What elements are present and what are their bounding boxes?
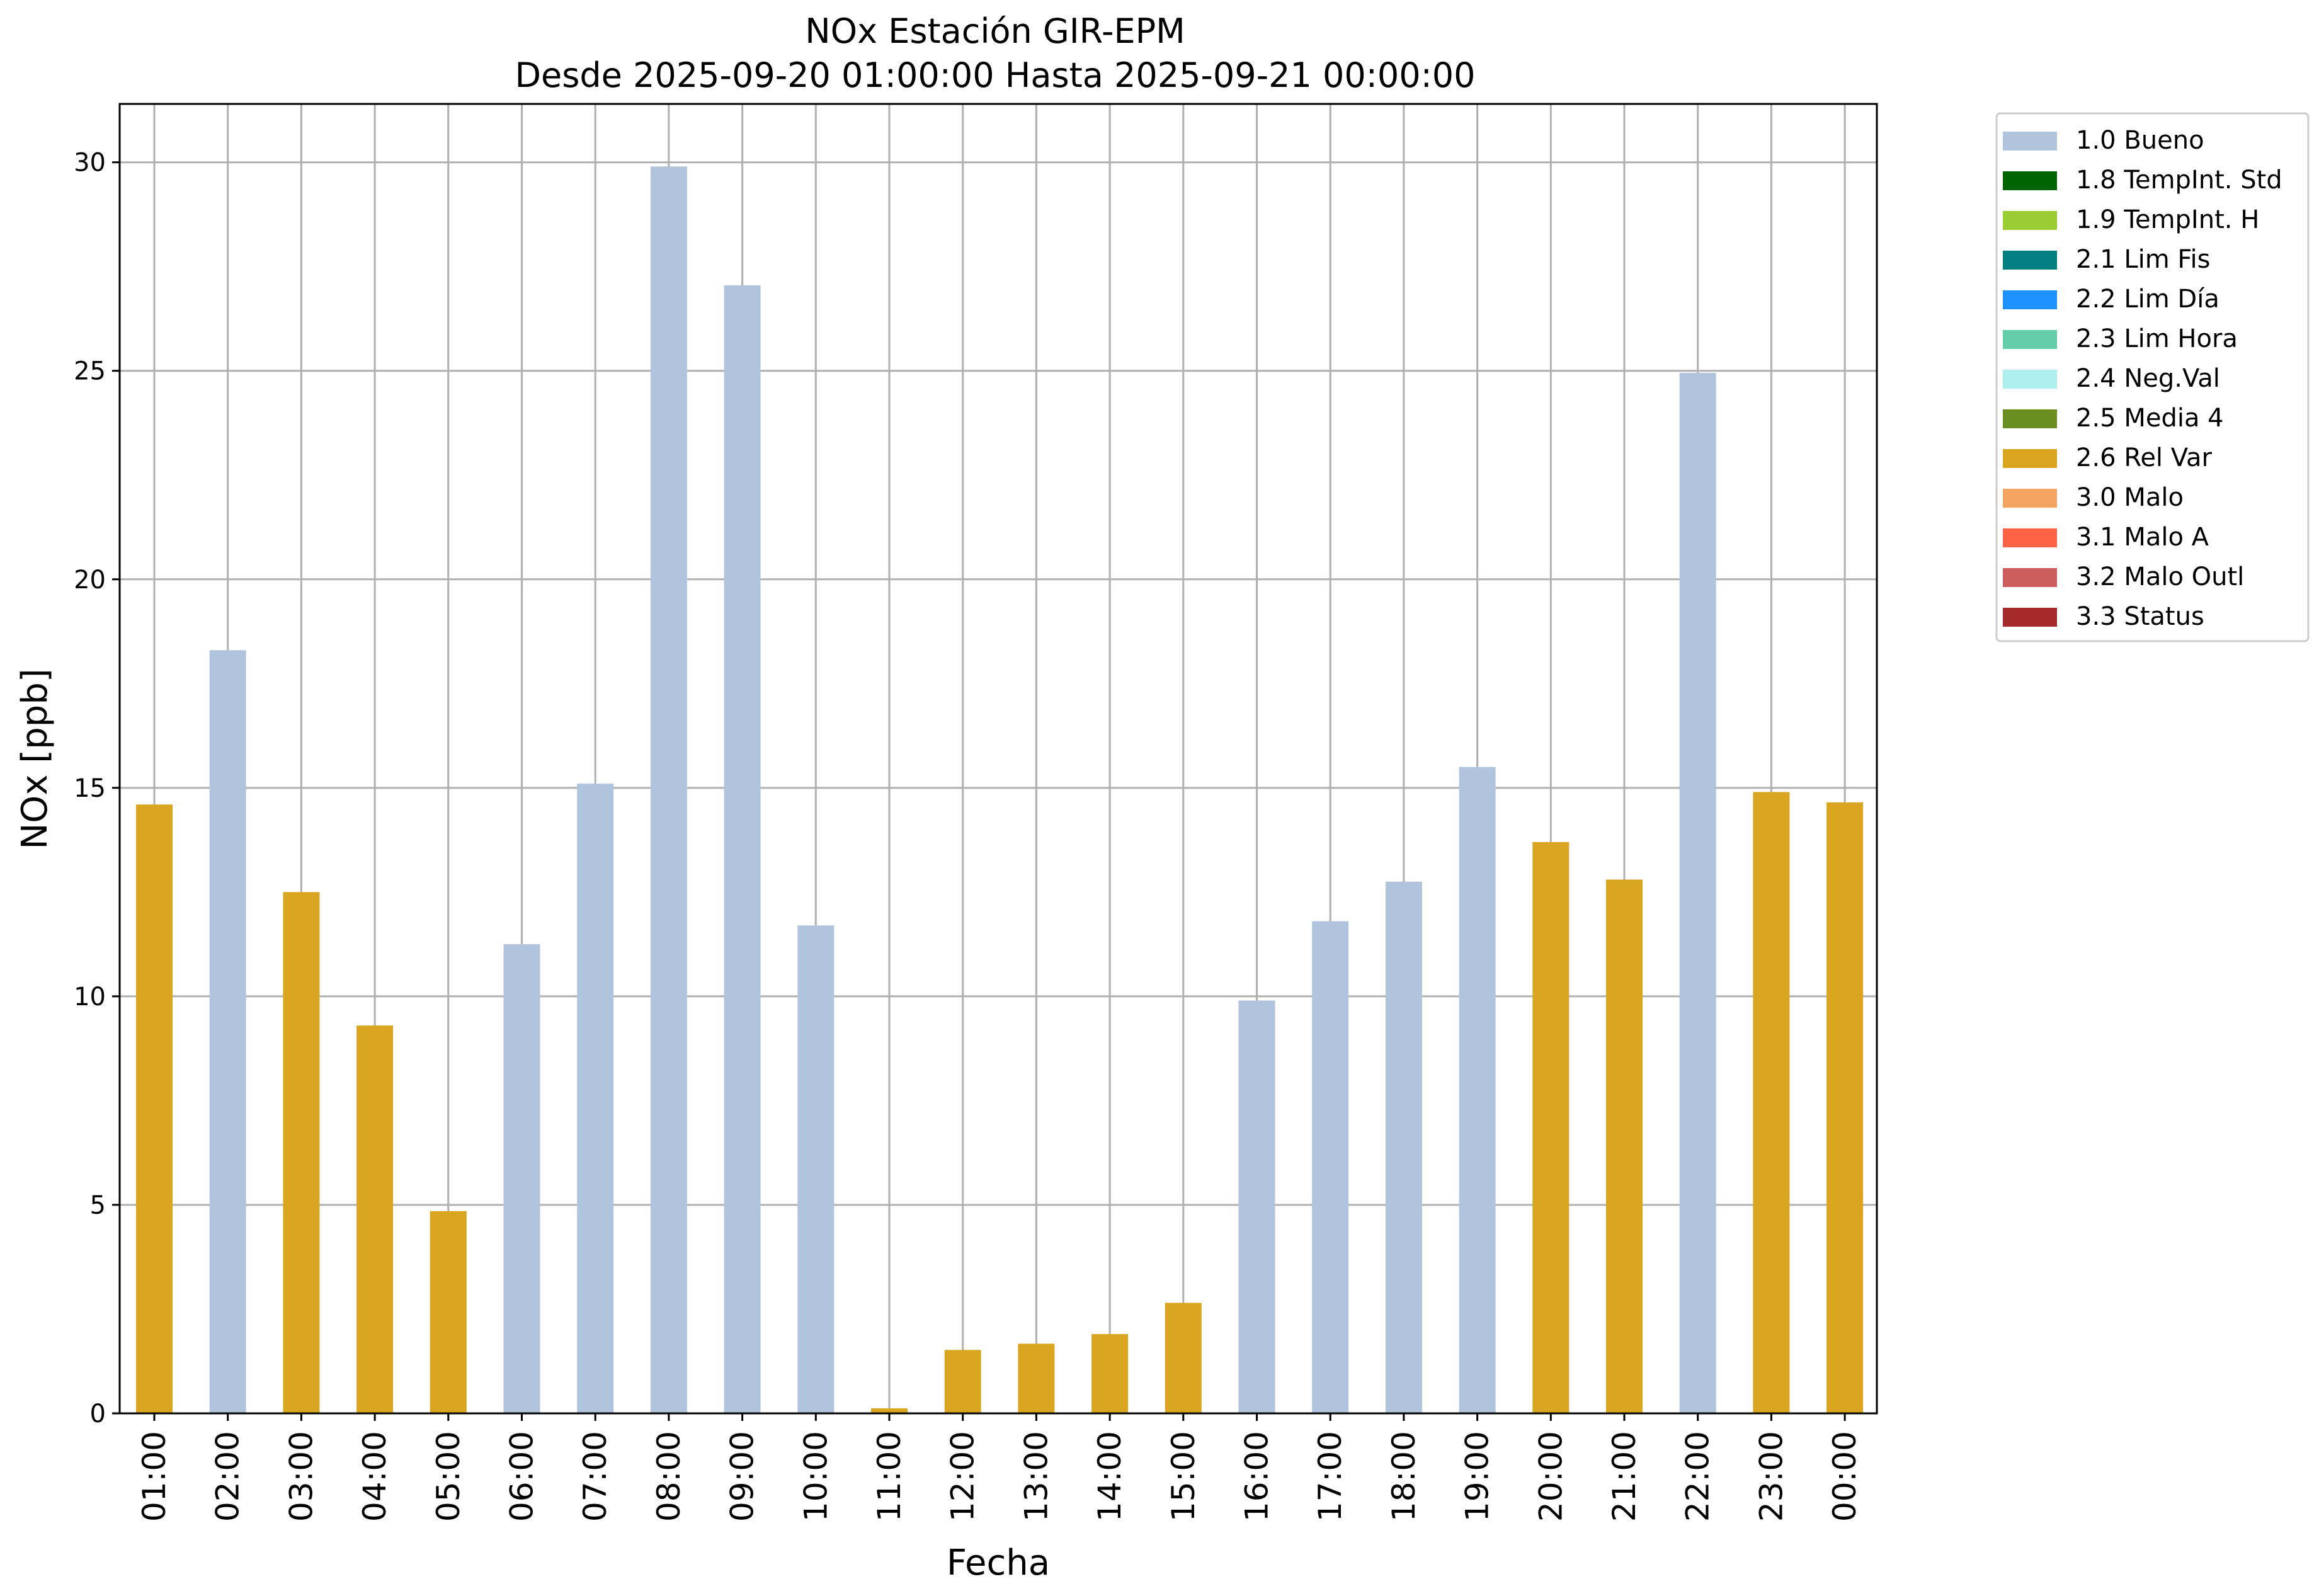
y-axis: 0 5 10 15 20 25 30 bbox=[74, 149, 120, 1428]
bar-0000 bbox=[1826, 802, 1864, 1413]
chart-title: NOx Estación GIR-EPM bbox=[805, 11, 1185, 51]
x-tick-label: 12:00 bbox=[945, 1431, 981, 1522]
bar-1500 bbox=[1165, 1302, 1202, 1413]
legend-label: 1.9 TempInt. H bbox=[2076, 205, 2259, 234]
bar-0400 bbox=[356, 1025, 394, 1413]
legend-swatch bbox=[2003, 211, 2057, 230]
legend-label: 3.1 Malo A bbox=[2076, 523, 2209, 552]
chart-subtitle: Desde 2025-09-20 01:00:00 Hasta 2025-09-… bbox=[515, 55, 1475, 95]
y-tick-label: 30 bbox=[74, 149, 106, 178]
legend-swatch bbox=[2003, 290, 2057, 309]
legend-label: 3.0 Malo bbox=[2076, 483, 2184, 512]
bar-1800 bbox=[1385, 881, 1422, 1413]
x-tick-label: 11:00 bbox=[871, 1431, 908, 1522]
x-tick-label: 20:00 bbox=[1532, 1431, 1569, 1522]
x-axis: 01:00 02:00 03:00 04:00 05:00 06:00 07:00 08:00… bbox=[136, 1413, 1863, 1522]
bar-2000 bbox=[1532, 841, 1570, 1413]
legend-swatch bbox=[2003, 370, 2057, 389]
bar-0200 bbox=[209, 650, 246, 1413]
x-tick-label: 00:00 bbox=[1826, 1431, 1863, 1522]
x-tick-label: 17:00 bbox=[1312, 1431, 1348, 1522]
x-tick-label: 01:00 bbox=[136, 1431, 173, 1522]
legend-frame bbox=[1995, 112, 2310, 642]
x-tick-label: 08:00 bbox=[651, 1431, 687, 1522]
bar-1000 bbox=[797, 925, 835, 1413]
x-tick-label: 13:00 bbox=[1018, 1431, 1054, 1522]
x-tick-label: 22:00 bbox=[1680, 1431, 1716, 1522]
x-tick-label: 14:00 bbox=[1091, 1431, 1128, 1522]
legend-swatch bbox=[2003, 409, 2057, 428]
x-tick-label: 18:00 bbox=[1386, 1431, 1422, 1522]
legend-swatch bbox=[2003, 608, 2057, 627]
bar-0600 bbox=[503, 944, 540, 1413]
x-tick-label: 06:00 bbox=[504, 1431, 540, 1522]
bar-1600 bbox=[1238, 1000, 1275, 1413]
legend-label: 2.1 Lim Fis bbox=[2076, 245, 2210, 274]
bars bbox=[136, 166, 1864, 1414]
legend-swatch bbox=[2003, 330, 2057, 349]
legend-label: 2.5 Media 4 bbox=[2076, 404, 2224, 433]
legend: 1.0 Bueno 1.8 TempInt. Std 1.9 TempInt. H 2… bbox=[1995, 112, 2310, 642]
y-tick-label: 20 bbox=[74, 566, 106, 595]
y-tick-label: 25 bbox=[74, 357, 106, 386]
bar-1900 bbox=[1459, 767, 1496, 1413]
y-tick-label: 15 bbox=[74, 774, 106, 803]
x-tick-label: 09:00 bbox=[724, 1431, 761, 1522]
y-tick-label: 0 bbox=[90, 1399, 106, 1428]
bar-2100 bbox=[1606, 879, 1643, 1413]
bar-0300 bbox=[283, 892, 320, 1413]
bar-0700 bbox=[577, 784, 614, 1413]
y-tick-label: 5 bbox=[90, 1191, 106, 1220]
bar-1400 bbox=[1091, 1334, 1129, 1413]
legend-swatch bbox=[2003, 568, 2057, 587]
plot-frame bbox=[118, 103, 1878, 1415]
x-tick-label: 19:00 bbox=[1459, 1431, 1496, 1522]
x-tick-label: 03:00 bbox=[283, 1431, 319, 1522]
legend-label: 3.2 Malo Outl bbox=[2076, 562, 2244, 591]
bar-2200 bbox=[1679, 373, 1716, 1414]
bar-2300 bbox=[1753, 792, 1790, 1413]
x-tick-label: 21:00 bbox=[1606, 1431, 1643, 1522]
bar-1200 bbox=[944, 1350, 981, 1413]
legend-label: 1.0 Bueno bbox=[2076, 126, 2204, 155]
legend-swatch bbox=[2003, 449, 2057, 468]
legend-label: 2.4 Neg.Val bbox=[2076, 364, 2220, 393]
legend-label: 2.2 Lim Día bbox=[2076, 285, 2219, 314]
bar-1300 bbox=[1018, 1343, 1055, 1413]
y-axis-label: NOx [ppb] bbox=[14, 668, 55, 849]
legend-swatch bbox=[2003, 528, 2057, 547]
bar-1700 bbox=[1312, 921, 1349, 1413]
x-tick-label: 16:00 bbox=[1239, 1431, 1275, 1522]
x-tick-label: 15:00 bbox=[1165, 1431, 1202, 1522]
legend-label: 2.6 Rel Var bbox=[2076, 443, 2213, 472]
x-tick-label: 05:00 bbox=[430, 1431, 467, 1522]
x-axis-label: Fecha bbox=[947, 1542, 1050, 1583]
bar-0100 bbox=[136, 804, 173, 1413]
x-tick-label: 10:00 bbox=[797, 1431, 834, 1522]
x-tick-label: 02:00 bbox=[210, 1431, 246, 1522]
legend-label: 2.3 Lim Hora bbox=[2076, 324, 2238, 353]
legend-label: 3.3 Status bbox=[2076, 602, 2204, 631]
bar-0900 bbox=[724, 285, 761, 1413]
legend-label: 1.8 TempInt. Std bbox=[2076, 166, 2282, 195]
legend-swatch bbox=[2003, 132, 2057, 151]
x-tick-label: 23:00 bbox=[1753, 1431, 1789, 1522]
bar-0800 bbox=[650, 166, 687, 1413]
bar-1100 bbox=[871, 1408, 908, 1413]
y-tick-label: 10 bbox=[74, 983, 106, 1012]
legend-swatch bbox=[2003, 489, 2057, 508]
legend-swatch bbox=[2003, 251, 2057, 270]
x-tick-label: 04:00 bbox=[356, 1431, 393, 1522]
bar-0500 bbox=[430, 1211, 467, 1413]
x-tick-label: 07:00 bbox=[577, 1431, 613, 1522]
legend-swatch bbox=[2003, 171, 2057, 190]
